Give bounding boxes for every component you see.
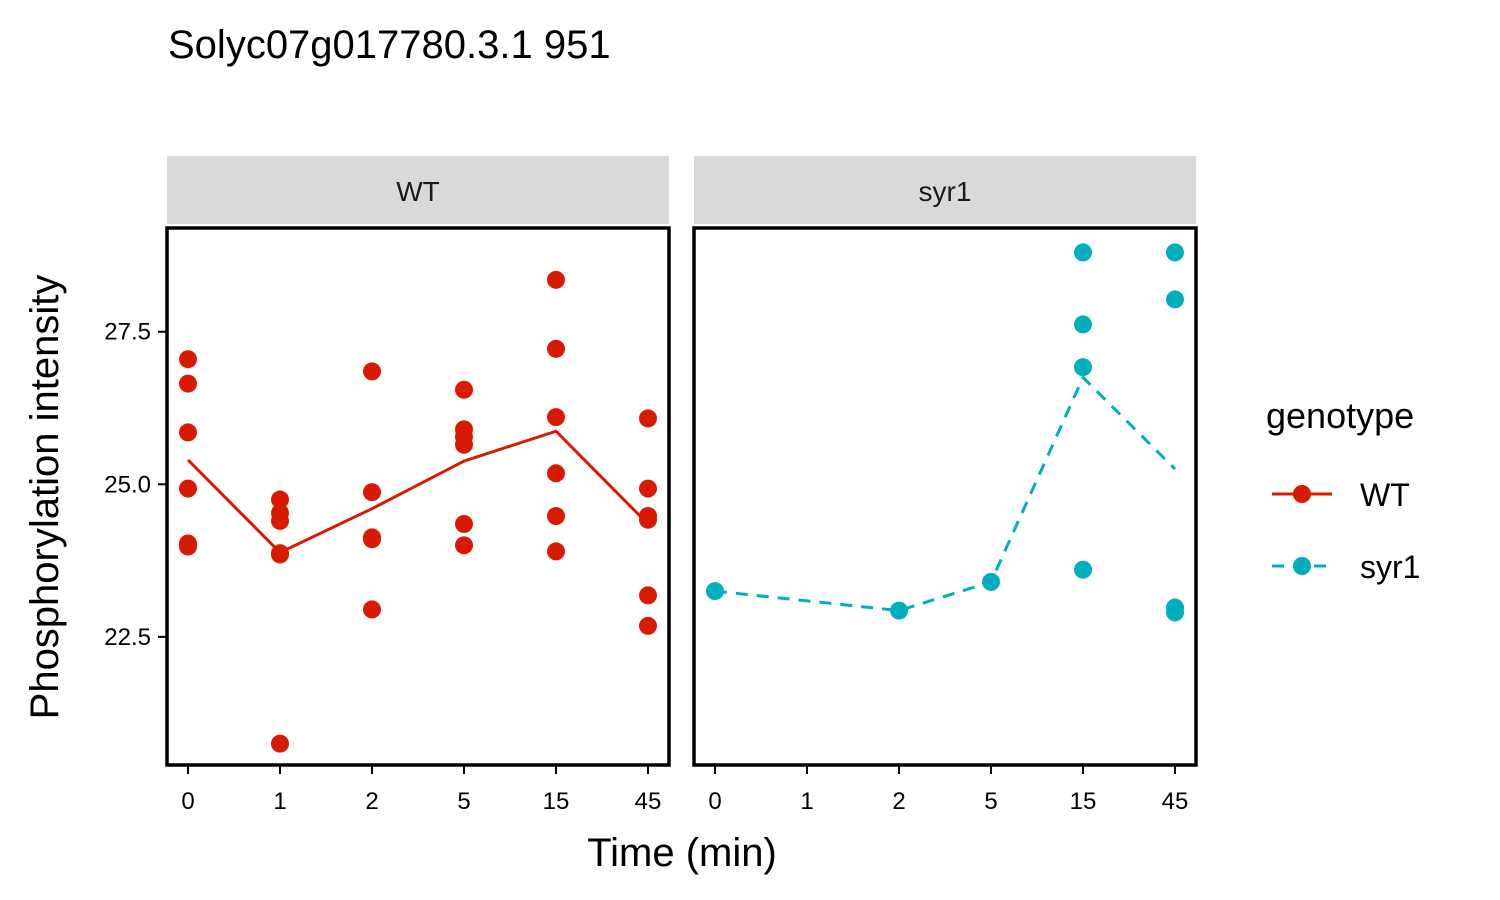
legend-entry-syr1: syr1 [1272,549,1420,585]
x-tick-label: 1 [273,788,286,815]
data-point [455,514,473,533]
x-tick-label: 0 [708,788,721,815]
x-tick-label: 1 [800,788,813,815]
facet-panel-wt: WT 22.5 25.0 27.5 0 1 2 5 15 45 [104,156,671,815]
data-point [547,270,565,289]
data-point [1074,243,1092,262]
data-point [1166,603,1184,622]
data-point [271,511,289,530]
data-point [179,423,197,442]
data-point [1074,560,1092,579]
data-point [455,536,473,555]
data-point [179,374,197,393]
legend-key-point [1293,557,1311,575]
legend-label: WT [1360,477,1410,513]
data-point [639,586,657,605]
mean-line [714,374,1177,613]
facet-strip [167,156,669,224]
mean-line [186,429,650,555]
data-point [271,490,289,509]
data-point [639,510,657,529]
y-tick-label: 27.5 [104,319,151,346]
x-tick-label: 15 [1070,788,1097,815]
facet-panels: WT 22.5 25.0 27.5 0 1 2 5 15 45 syr1 0 1 2 5 15 45 [104,156,1198,815]
x-tick-label: 45 [1162,788,1189,815]
facet-strip-label: syr1 [919,176,972,207]
data-point [179,479,197,498]
x-axis-title: Time (min) [587,831,777,875]
data-point [455,435,473,454]
y-tick-label: 25.0 [104,471,151,498]
data-point [1166,290,1184,309]
x-tick-label: 5 [984,788,997,815]
facet-strip [694,156,1196,224]
data-point [1166,243,1184,262]
data-point [1074,315,1092,334]
data-point [547,542,565,561]
data-point [890,601,908,620]
x-tick-label: 5 [457,788,470,815]
data-point [363,483,381,502]
data-point [179,537,197,556]
data-point [706,582,724,601]
x-tick-label: 2 [365,788,378,815]
data-point [271,734,289,753]
facet-panel-syr1: syr1 0 1 2 5 15 45 [692,156,1198,815]
legend-key-point [1293,485,1311,503]
y-tick-label: 22.5 [104,624,151,651]
data-point [547,408,565,427]
data-point [271,545,289,564]
x-tick-label: 2 [892,788,905,815]
data-point [547,507,565,526]
y-axis-title: Phosphorylation intensity [23,275,67,720]
legend-label: syr1 [1360,549,1420,585]
data-point [547,339,565,358]
data-point [639,479,657,498]
data-point [982,572,1000,591]
legend-title: genotype [1266,395,1414,436]
facet-strip-label: WT [396,176,440,207]
data-point [363,600,381,619]
data-point [1074,358,1092,377]
panel-border [165,226,671,767]
data-point [179,350,197,369]
legend: genotype WT syr1 [1266,395,1420,585]
legend-entry-wt: WT [1272,477,1410,513]
data-point [547,464,565,483]
panel-border [692,226,1198,767]
data-point [639,616,657,635]
x-tick-label: 0 [181,788,194,815]
data-point [363,530,381,549]
x-tick-label: 45 [635,788,662,815]
data-point [455,380,473,399]
x-tick-label: 15 [543,788,570,815]
data-point [639,409,657,428]
data-point [363,362,381,381]
chart-title: Solyc07g017780.3.1 951 [168,23,611,67]
